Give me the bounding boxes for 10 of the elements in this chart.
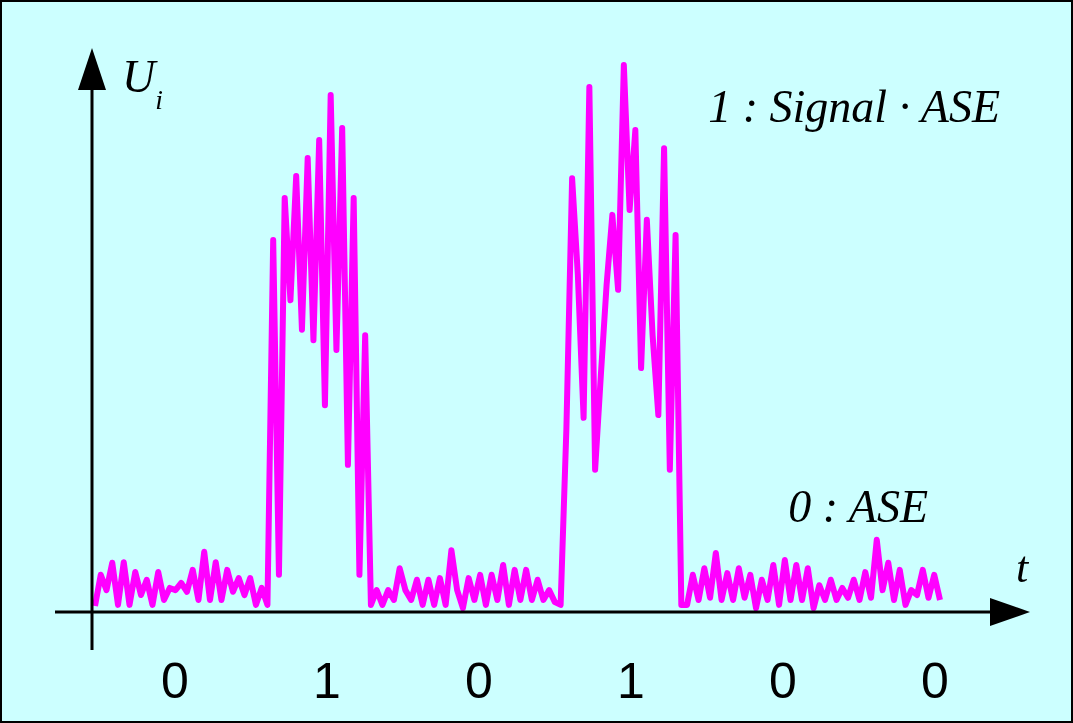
x-axis-title: t — [1015, 543, 1030, 592]
annotation: 0 : ASE — [788, 481, 928, 532]
text: 0 — [769, 653, 797, 709]
text: 1 — [313, 653, 341, 709]
text: 0 — [161, 653, 189, 709]
text: 0 — [465, 653, 493, 709]
text: 0 — [921, 653, 949, 709]
annotation: 1 : Signal · ASE — [708, 81, 1000, 132]
text: 1 — [617, 653, 645, 709]
y-axis-title: U$_{i}$ — [122, 51, 163, 115]
